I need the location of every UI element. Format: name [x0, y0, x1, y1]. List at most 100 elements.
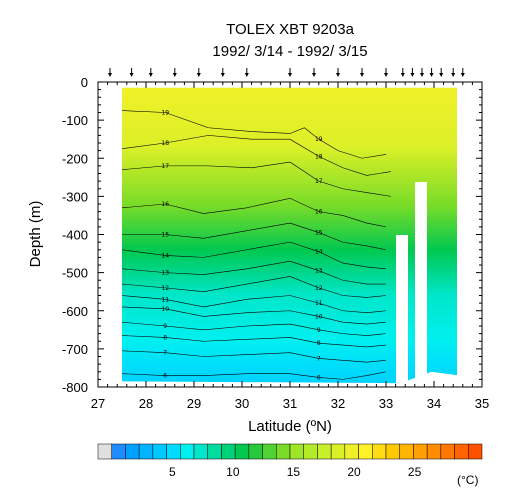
cast-arrow-head — [451, 73, 456, 77]
colorbar-swatch — [426, 443, 442, 460]
isotherm-label: 17 — [315, 178, 323, 185]
x-tick-label: 34 — [427, 396, 441, 411]
x-tick-label: 35 — [475, 396, 489, 411]
temperature-field — [122, 87, 461, 384]
cast-arrow-head — [439, 73, 444, 77]
isotherm-19 — [121, 110, 387, 159]
plot-area: 19 19 18 18 17 17 16 16 15 15 14 14 13 13 12 12 11 11 10 10… — [97, 81, 483, 388]
isotherm-label: 9 — [317, 327, 321, 334]
colorbar: 5 10 15 20 25 — [97, 443, 483, 479]
y-axis-label: Depth (m) — [27, 201, 44, 268]
x-tick-label: 33 — [379, 396, 393, 411]
cast-arrow-head — [288, 73, 292, 77]
chart-title-line1: TOLEX XBT 9203a — [226, 21, 355, 38]
colorbar-swatch — [221, 443, 236, 460]
isotherm-14 — [121, 241, 387, 270]
isotherm-label: 14 — [161, 252, 169, 259]
cast-arrow-head — [220, 73, 225, 77]
y-tick-label: -800 — [62, 380, 88, 395]
colorbar-swatch — [207, 443, 222, 460]
isotherm-label: 12 — [161, 285, 169, 292]
x-tick-label: 31 — [283, 396, 297, 411]
isotherm-15 — [122, 222, 387, 251]
colorbar-swatch — [97, 443, 112, 460]
colorbar-swatch — [111, 443, 126, 460]
colorbar-swatch — [248, 443, 263, 460]
isotherm-label: 8 — [317, 340, 321, 347]
y-tick-label: -400 — [62, 228, 88, 243]
nodata-gap-3 — [457, 82, 469, 382]
colorbar-swatch — [317, 443, 332, 460]
cast-arrow-head — [148, 73, 153, 77]
isotherm-18 — [121, 135, 391, 176]
isotherm-label: 8 — [163, 334, 167, 341]
colorbar-swatch — [234, 443, 250, 460]
isotherm-8 — [121, 335, 387, 348]
colorbar-swatch — [180, 443, 195, 460]
cast-arrow-head — [312, 73, 316, 77]
colorbar-swatch — [166, 443, 181, 460]
colorbar-swatch — [468, 443, 483, 460]
colorbar-unit: (°C) — [457, 473, 478, 487]
isotherm-11 — [121, 295, 387, 313]
isotherm-label: 19 — [161, 110, 169, 117]
colorbar-swatch — [152, 443, 167, 460]
cast-arrow-head — [410, 73, 415, 77]
cast-arrow-head — [420, 73, 424, 77]
x-axis-label: Latitude (ºN) — [248, 418, 332, 435]
nodata-gap-2 — [415, 182, 427, 387]
colorbar-swatch — [303, 443, 318, 460]
colorbar-swatch — [289, 443, 304, 460]
cast-arrow-head — [460, 73, 465, 77]
x-axis: 27 28 29 30 31 32 33 34 35 — [91, 82, 489, 411]
x-tick-label: 32 — [331, 396, 345, 411]
colorbar-swatch — [413, 443, 428, 460]
colorbar-swatch — [440, 443, 455, 460]
cast-arrow-head — [336, 73, 340, 77]
y-axis: 0 -100 -200 -300 -400 -500 -600 -700 -800 — [62, 75, 482, 395]
colorbar-swatch — [330, 443, 346, 460]
cast-arrow-head — [384, 73, 388, 77]
y-tick-label: -600 — [62, 304, 88, 319]
isotherm-label: 13 — [161, 270, 169, 277]
isotherm-label: 15 — [315, 230, 323, 237]
colorbar-swatch — [399, 443, 414, 460]
isotherm-label: 6 — [163, 373, 167, 380]
colorbar-swatch — [385, 443, 400, 460]
isotherm-label: 17 — [161, 163, 169, 170]
y-tick-label: -700 — [62, 342, 88, 357]
isotherm-label: 11 — [315, 300, 323, 307]
x-tick-label: 27 — [91, 396, 105, 411]
isotherm-16 — [121, 197, 387, 228]
x-tick-label: 30 — [235, 396, 249, 411]
isotherm-label: 10 — [315, 313, 323, 320]
colorbar-swatch — [358, 443, 373, 460]
x-tick-label: 29 — [187, 396, 201, 411]
isotherm-label: 10 — [161, 306, 169, 313]
isotherm-label: 15 — [161, 232, 169, 239]
colorbar-tick-label: 25 — [408, 465, 422, 479]
isotherm-6 — [121, 371, 387, 380]
colorbar-swatch — [138, 443, 154, 460]
isotherm-10 — [121, 306, 387, 325]
isotherm-label: 14 — [315, 249, 323, 256]
isotherm-label: 12 — [315, 285, 323, 292]
colorbar-tick-label: 10 — [226, 465, 240, 479]
y-tick-label: -500 — [62, 266, 88, 281]
isotherm-label: 6 — [317, 374, 321, 381]
nodata-gap-1 — [396, 235, 408, 387]
cast-arrow-head — [172, 73, 177, 77]
colorbar-swatch — [372, 443, 387, 460]
isotherm-label: 13 — [315, 268, 323, 275]
isotherm-12 — [121, 276, 387, 298]
cast-arrow-head — [108, 73, 112, 77]
colorbar-swatch — [276, 443, 291, 460]
isotherm-label: 16 — [161, 201, 169, 208]
isotherm-label: 9 — [163, 323, 167, 330]
cast-arrow-head — [129, 73, 134, 77]
cast-arrow-head — [196, 73, 201, 77]
cast-arrow-head — [429, 73, 434, 77]
isotherm-label: 18 — [161, 140, 169, 147]
x-tick-label: 28 — [139, 396, 153, 411]
isotherm-7 — [121, 350, 387, 363]
